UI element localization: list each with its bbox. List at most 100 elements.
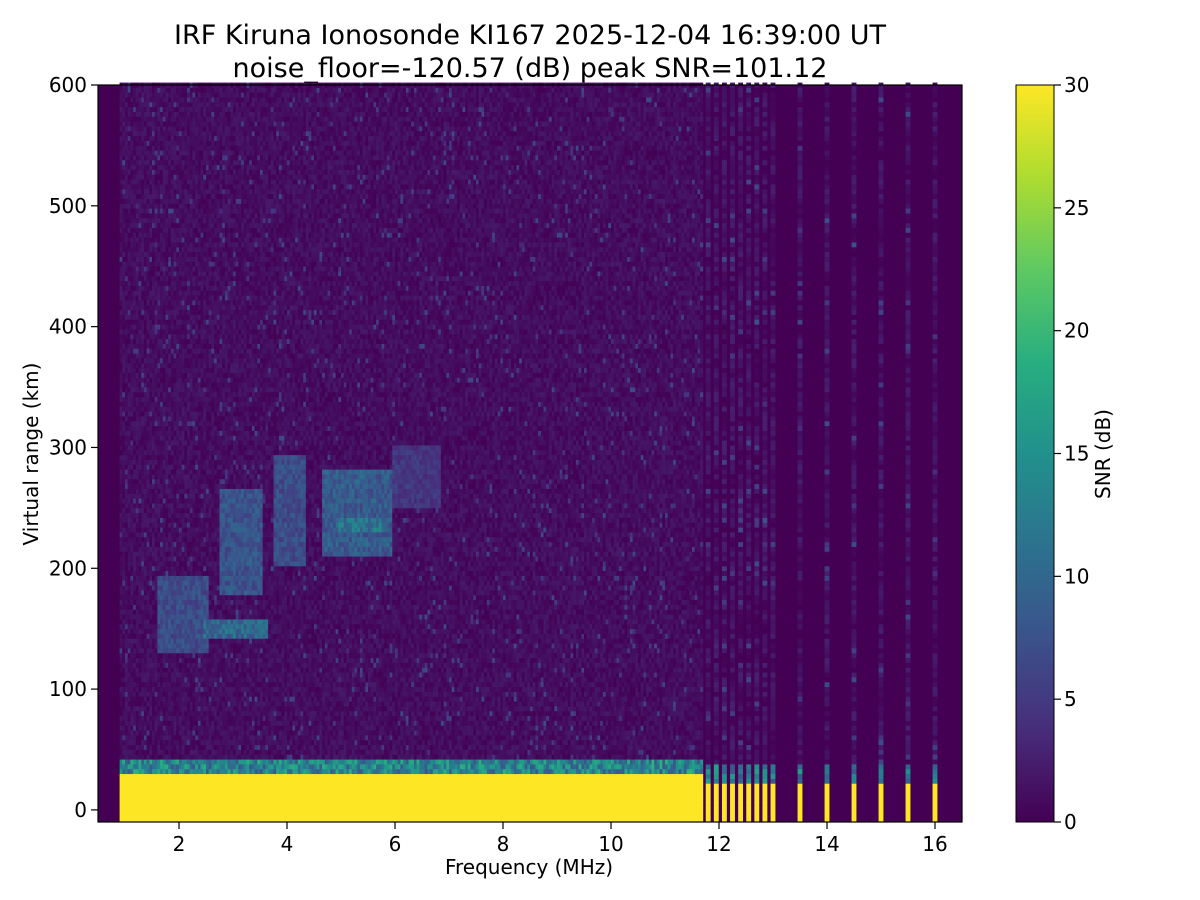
heatmap-cell	[149, 281, 152, 286]
heatmap-cell	[136, 547, 139, 552]
heatmap-cell	[149, 508, 152, 513]
heatmap-cell	[171, 373, 174, 378]
heatmap-cell	[160, 339, 163, 344]
heatmap-cell	[136, 522, 139, 527]
heatmap-cell	[149, 711, 152, 716]
heatmap-cell	[125, 542, 128, 547]
heatmap-cell	[139, 363, 142, 368]
heatmap-cell	[133, 667, 136, 672]
heatmap-cell	[122, 803, 125, 808]
heatmap-cell	[152, 363, 155, 368]
heatmap-cell	[160, 310, 163, 315]
heatmap-cell	[166, 745, 169, 750]
heatmap-cell	[122, 421, 125, 426]
heatmap-cell	[155, 102, 158, 107]
heatmap-cell	[136, 721, 139, 726]
heatmap-cell	[166, 300, 169, 305]
heatmap-cell	[141, 779, 144, 784]
heatmap-cell	[139, 411, 142, 416]
heatmap-cell	[155, 160, 158, 165]
heatmap-cell	[166, 576, 169, 581]
heatmap-cell	[168, 271, 171, 276]
heatmap-cell	[133, 165, 136, 170]
heatmap-cell	[168, 508, 171, 513]
heatmap-cell	[136, 92, 139, 97]
heatmap-cell	[155, 353, 158, 358]
heatmap-cell	[141, 266, 144, 271]
heatmap-cell	[174, 571, 177, 576]
heatmap-cell	[122, 261, 125, 266]
heatmap-cell	[139, 706, 142, 711]
heatmap-cell	[136, 416, 139, 421]
heatmap-cell	[174, 648, 177, 653]
heatmap-cell	[120, 798, 123, 803]
heatmap-cell	[168, 706, 171, 711]
heatmap-cell	[171, 571, 174, 576]
heatmap-cell	[160, 431, 163, 436]
heatmap-cell	[149, 793, 152, 798]
heatmap-cell	[171, 295, 174, 300]
heatmap-cell	[139, 619, 142, 624]
heatmap-cell	[144, 257, 147, 262]
heatmap-cell	[149, 489, 152, 494]
heatmap-cell	[152, 537, 155, 542]
heatmap-cell	[160, 605, 163, 610]
heatmap-cell	[147, 252, 150, 257]
heatmap-cell	[160, 754, 163, 759]
heatmap-cell	[160, 561, 163, 566]
heatmap-cell	[155, 609, 158, 614]
heatmap-cell	[128, 706, 131, 711]
heatmap-cell	[122, 721, 125, 726]
heatmap-cell	[130, 518, 133, 523]
heatmap-cell	[163, 740, 166, 745]
heatmap-cell	[174, 532, 177, 537]
heatmap-cell	[144, 450, 147, 455]
heatmap-cell	[149, 677, 152, 682]
heatmap-cell	[163, 667, 166, 672]
heatmap-cell	[168, 329, 171, 334]
heatmap-cell	[157, 522, 160, 527]
heatmap-cell	[163, 498, 166, 503]
heatmap-cell	[155, 440, 158, 445]
heatmap-cell	[160, 629, 163, 634]
heatmap-cell	[141, 721, 144, 726]
heatmap-cell	[130, 580, 133, 585]
heatmap-cell	[174, 687, 177, 692]
heatmap-cell	[174, 145, 177, 150]
heatmap-cell	[155, 716, 158, 721]
heatmap-cell	[152, 561, 155, 566]
heatmap-cell	[141, 228, 144, 233]
heatmap-cell	[152, 348, 155, 353]
heatmap-cell	[125, 730, 128, 735]
heatmap-cell	[163, 716, 166, 721]
heatmap-cell	[160, 532, 163, 537]
heatmap-cell	[166, 223, 169, 228]
heatmap-cell	[157, 228, 160, 233]
heatmap-cell	[149, 387, 152, 392]
heatmap-cell	[133, 242, 136, 247]
heatmap-cell	[133, 402, 136, 407]
heatmap-cell	[122, 373, 125, 378]
heatmap-cell	[166, 92, 169, 97]
heatmap-cell	[130, 812, 133, 817]
heatmap-cell	[122, 368, 125, 373]
heatmap-cell	[147, 585, 150, 590]
heatmap-cell	[166, 759, 169, 764]
heatmap-cell	[176, 672, 179, 677]
heatmap-cell	[128, 692, 131, 697]
heatmap-cell	[166, 397, 169, 402]
heatmap-cell	[147, 194, 150, 199]
heatmap-cell	[174, 779, 177, 784]
heatmap-cell	[128, 783, 131, 788]
heatmap-cell	[136, 527, 139, 532]
heatmap-cell	[136, 276, 139, 281]
heatmap-cell	[155, 783, 158, 788]
heatmap-cell	[141, 271, 144, 276]
heatmap-cell	[147, 687, 150, 692]
heatmap-cell	[174, 170, 177, 175]
heatmap-cell	[141, 116, 144, 121]
heatmap-cell	[141, 706, 144, 711]
heatmap-cell	[139, 387, 142, 392]
heatmap-cell	[128, 484, 131, 489]
heatmap-cell	[160, 266, 163, 271]
